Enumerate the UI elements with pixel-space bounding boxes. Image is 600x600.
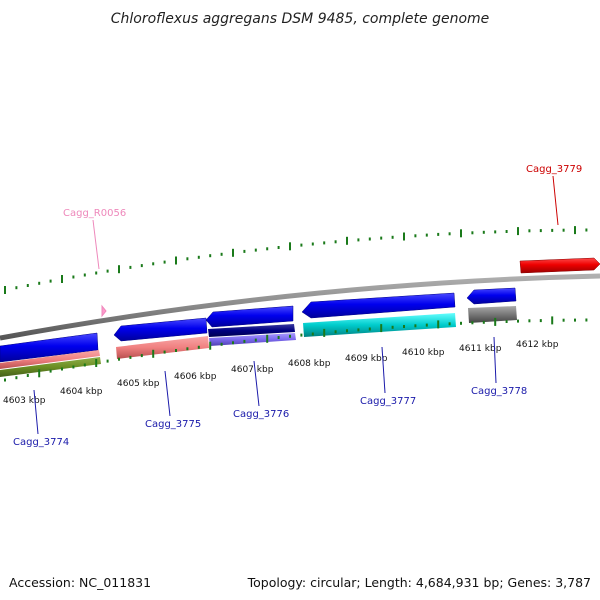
gene-cagg-3776[interactable]: [206, 306, 293, 327]
gene-cagg-3775-leader: [165, 371, 170, 416]
tick-label-4612: 4612 kbp: [516, 340, 559, 350]
gene-label-cagg-3775: Cagg_3775: [145, 419, 201, 430]
gene-cagg-3779-leader: [553, 176, 558, 225]
tick-label-4606: 4606 kbp: [174, 372, 217, 382]
gene-label-cagg-r0056: Cagg_R0056: [63, 208, 126, 219]
gene-cagg-r0056[interactable]: [102, 306, 106, 316]
gene-label-cagg-3774: Cagg_3774: [13, 437, 69, 448]
gene-label-cagg-3776: Cagg_3776: [233, 409, 289, 420]
gene-cagg-3779[interactable]: [520, 258, 600, 273]
gene-label-cagg-3778: Cagg_3778: [471, 386, 527, 397]
tick-label-4603: 4603 kbp: [3, 396, 46, 406]
gene-label-cagg-3777: Cagg_3777: [360, 396, 416, 407]
gene-cagg-3777[interactable]: [302, 293, 455, 318]
accession-text: Accession: NC_011831: [9, 575, 151, 590]
tick-label-4608: 4608 kbp: [288, 359, 331, 369]
tick-label-4607: 4607 kbp: [231, 365, 274, 375]
gene-cagg-r0056-leader: [93, 220, 99, 269]
map-title: Chloroflexus aggregans DSM 9485, complet…: [111, 11, 490, 27]
tick-label-4611: 4611 kbp: [459, 344, 502, 354]
gene-cagg-3775[interactable]: [114, 318, 207, 341]
genome-summary-text: Topology: circular; Length: 4,684,931 bp…: [247, 575, 591, 590]
tick-label-4605: 4605 kbp: [117, 379, 160, 389]
genome-map: Chloroflexus aggregans DSM 9485, complet…: [0, 0, 600, 600]
gene-cagg-3778[interactable]: [467, 288, 516, 304]
gene-label-cagg-3779: Cagg_3779: [526, 164, 582, 175]
feature-gray-cagg-3778: [468, 306, 517, 323]
tick-label-4610: 4610 kbp: [402, 348, 445, 358]
tick-label-4609: 4609 kbp: [345, 354, 388, 364]
tick-label-4604: 4604 kbp: [60, 387, 103, 397]
forward-tick-row: [5, 226, 586, 294]
